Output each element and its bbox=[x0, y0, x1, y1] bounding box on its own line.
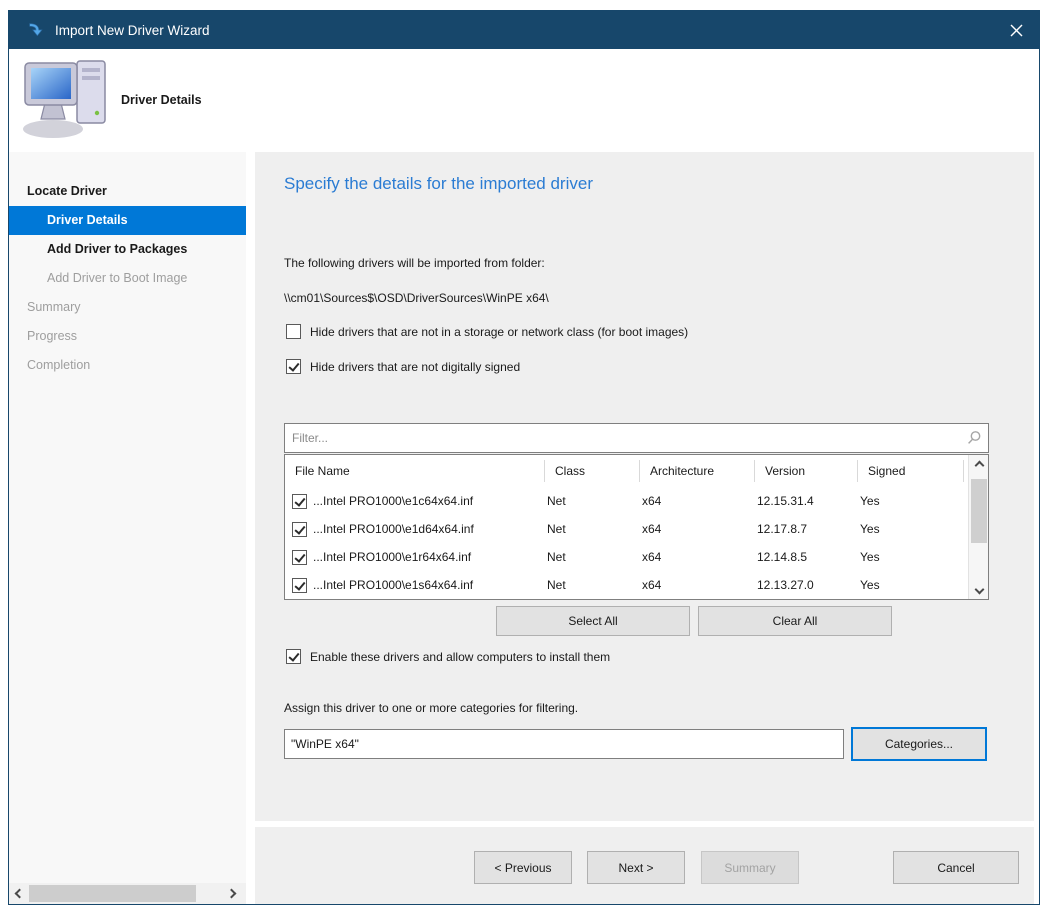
filter-input[interactable] bbox=[285, 431, 966, 445]
wizard-footer: < Previous Next > Summary Cancel bbox=[255, 827, 1034, 904]
driver-filter-box bbox=[284, 423, 989, 453]
cell-version: 12.13.27.0 bbox=[757, 578, 814, 592]
cell-architecture: x64 bbox=[642, 522, 662, 536]
sidebar-scrollbar-thumb[interactable] bbox=[29, 885, 196, 902]
cell-class: Net bbox=[547, 578, 566, 592]
table-row[interactable]: ...Intel PRO1000\e1r64x64.inf Net x64 12… bbox=[285, 543, 988, 571]
import-folder-intro-text: The following drivers will be imported f… bbox=[284, 256, 545, 270]
cell-file-name: ...Intel PRO1000\e1s64x64.inf bbox=[313, 578, 474, 592]
cell-architecture: x64 bbox=[642, 494, 662, 508]
table-row[interactable]: ...Intel PRO1000\e1c64x64.inf Net x64 12… bbox=[285, 487, 988, 515]
cell-version: 12.14.8.5 bbox=[757, 550, 808, 564]
cell-class: Net bbox=[547, 494, 566, 508]
select-all-button[interactable]: Select All bbox=[496, 606, 690, 636]
cell-class: Net bbox=[547, 522, 566, 536]
sidebar-item-driver-details[interactable]: Driver Details bbox=[9, 206, 246, 235]
enable-drivers-checkbox[interactable] bbox=[286, 649, 301, 664]
driver-details-panel: Specify the details for the imported dri… bbox=[255, 152, 1034, 821]
column-header-architecture[interactable]: Architecture bbox=[640, 460, 755, 482]
table-scrollbar-thumb[interactable] bbox=[971, 479, 987, 543]
previous-button[interactable]: < Previous bbox=[474, 851, 572, 884]
driver-list-table: File Name Class Architecture Version Sig… bbox=[284, 454, 989, 600]
row-checkbox[interactable] bbox=[291, 521, 307, 537]
scroll-left-arrow-icon[interactable] bbox=[9, 883, 29, 904]
clear-all-button[interactable]: Clear All bbox=[698, 606, 892, 636]
cell-file-name: ...Intel PRO1000\e1c64x64.inf bbox=[313, 494, 474, 508]
cell-file-name: ...Intel PRO1000\e1d64x64.inf bbox=[313, 522, 474, 536]
sidebar-horizontal-scrollbar[interactable] bbox=[9, 883, 246, 904]
wizard-steps-sidebar: Locate Driver Driver Details Add Driver … bbox=[9, 152, 246, 904]
content-heading: Specify the details for the imported dri… bbox=[284, 174, 593, 193]
sidebar-item-add-driver-to-packages[interactable]: Add Driver to Packages bbox=[47, 242, 188, 256]
scroll-down-arrow-icon[interactable] bbox=[969, 579, 989, 599]
cell-signed: Yes bbox=[860, 578, 880, 592]
scroll-right-arrow-icon[interactable] bbox=[221, 883, 241, 904]
hide-unsigned-checkbox-label: Hide drivers that are not digitally sign… bbox=[310, 359, 521, 374]
table-row[interactable]: ...Intel PRO1000\e1d64x64.inf Net x64 12… bbox=[285, 515, 988, 543]
assign-categories-label: Assign this driver to one or more catego… bbox=[284, 701, 579, 715]
summary-button: Summary bbox=[701, 851, 799, 884]
hide-unsigned-checkbox[interactable] bbox=[286, 359, 301, 374]
table-vertical-scrollbar[interactable] bbox=[968, 455, 988, 599]
hide-storage-network-checkbox-row[interactable]: Hide drivers that are not in a storage o… bbox=[286, 324, 688, 339]
cancel-button[interactable]: Cancel bbox=[893, 851, 1019, 884]
cell-signed: Yes bbox=[860, 494, 880, 508]
cell-signed: Yes bbox=[860, 550, 880, 564]
import-new-driver-wizard-dialog: Import New Driver Wizard Driver Det bbox=[8, 10, 1040, 905]
cell-file-name: ...Intel PRO1000\e1r64x64.inf bbox=[313, 550, 472, 564]
enable-drivers-checkbox-label: Enable these drivers and allow computers… bbox=[310, 649, 611, 664]
row-checkbox[interactable] bbox=[291, 549, 307, 565]
driver-table-header: File Name Class Architecture Version Sig… bbox=[285, 455, 988, 487]
cell-class: Net bbox=[547, 550, 566, 564]
column-header-file-name[interactable]: File Name bbox=[285, 460, 545, 482]
row-checkbox[interactable] bbox=[291, 493, 307, 509]
hide-storage-network-checkbox[interactable] bbox=[286, 324, 301, 339]
cell-signed: Yes bbox=[860, 522, 880, 536]
close-button[interactable] bbox=[993, 11, 1039, 49]
row-checkbox[interactable] bbox=[291, 577, 307, 593]
table-row[interactable]: ...Intel PRO1000\e1s64x64.inf Net x64 12… bbox=[285, 571, 988, 599]
cell-architecture: x64 bbox=[642, 578, 662, 592]
wizard-import-arrow-icon bbox=[29, 23, 43, 37]
title-bar: Import New Driver Wizard bbox=[9, 11, 1039, 49]
window-title: Import New Driver Wizard bbox=[55, 22, 210, 38]
hide-storage-network-checkbox-label: Hide drivers that are not in a storage o… bbox=[310, 324, 689, 339]
page-title: Driver Details bbox=[121, 93, 202, 107]
sidebar-item-summary: Summary bbox=[27, 300, 81, 314]
column-header-signed[interactable]: Signed bbox=[858, 460, 964, 482]
categories-value-field[interactable] bbox=[284, 729, 844, 759]
hide-unsigned-checkbox-row[interactable]: Hide drivers that are not digitally sign… bbox=[286, 359, 520, 374]
sidebar-item-locate-driver[interactable]: Locate Driver bbox=[27, 184, 107, 198]
categories-button[interactable]: Categories... bbox=[851, 727, 987, 761]
cell-architecture: x64 bbox=[642, 550, 662, 564]
wizard-steps-nav: Locate Driver Driver Details Add Driver … bbox=[9, 177, 246, 380]
sidebar-item-add-driver-to-boot-image: Add Driver to Boot Image bbox=[47, 271, 188, 285]
column-header-class[interactable]: Class bbox=[545, 460, 640, 482]
close-icon bbox=[1010, 24, 1022, 36]
sidebar-item-completion: Completion bbox=[27, 358, 91, 372]
column-header-version[interactable]: Version bbox=[755, 460, 858, 482]
search-icon bbox=[968, 431, 981, 444]
enable-drivers-checkbox-row[interactable]: Enable these drivers and allow computers… bbox=[286, 649, 610, 664]
next-button[interactable]: Next > bbox=[587, 851, 685, 884]
import-folder-path: \\cm01\Sources$\OSD\DriverSources\WinPE … bbox=[284, 291, 549, 305]
cell-version: 12.15.31.4 bbox=[757, 494, 814, 508]
sidebar-item-progress: Progress bbox=[27, 329, 78, 343]
computer-icon bbox=[23, 60, 106, 138]
wizard-header: Driver Details bbox=[9, 49, 1039, 152]
scroll-up-arrow-icon[interactable] bbox=[969, 455, 989, 475]
cell-version: 12.17.8.7 bbox=[757, 522, 808, 536]
